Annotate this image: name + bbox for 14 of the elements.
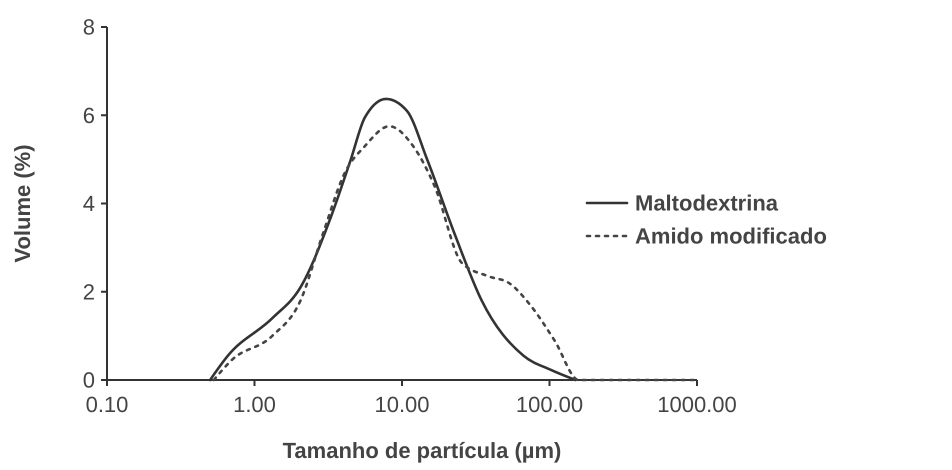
x-tick-label: 100.00 bbox=[516, 392, 584, 417]
x-tick-label: 10.00 bbox=[374, 392, 430, 417]
x-tick-label: 0.10 bbox=[86, 392, 128, 417]
x-tick-label: 1.00 bbox=[233, 392, 276, 417]
y-tick-label: 0 bbox=[82, 368, 95, 393]
y-tick-label: 2 bbox=[82, 279, 95, 304]
y-axis-title: Volume (%) bbox=[10, 144, 35, 263]
y-tick-label: 4 bbox=[82, 191, 95, 216]
legend-label: Maltodextrina bbox=[635, 190, 779, 216]
y-tick-label: 6 bbox=[82, 102, 95, 128]
y-tick-label: 8 bbox=[82, 14, 95, 40]
x-axis-title: Tamanho de partícula (µm) bbox=[282, 438, 562, 463]
legend-label: Amido modificado bbox=[635, 224, 827, 249]
x-tick-label: 1000.00 bbox=[657, 392, 737, 417]
